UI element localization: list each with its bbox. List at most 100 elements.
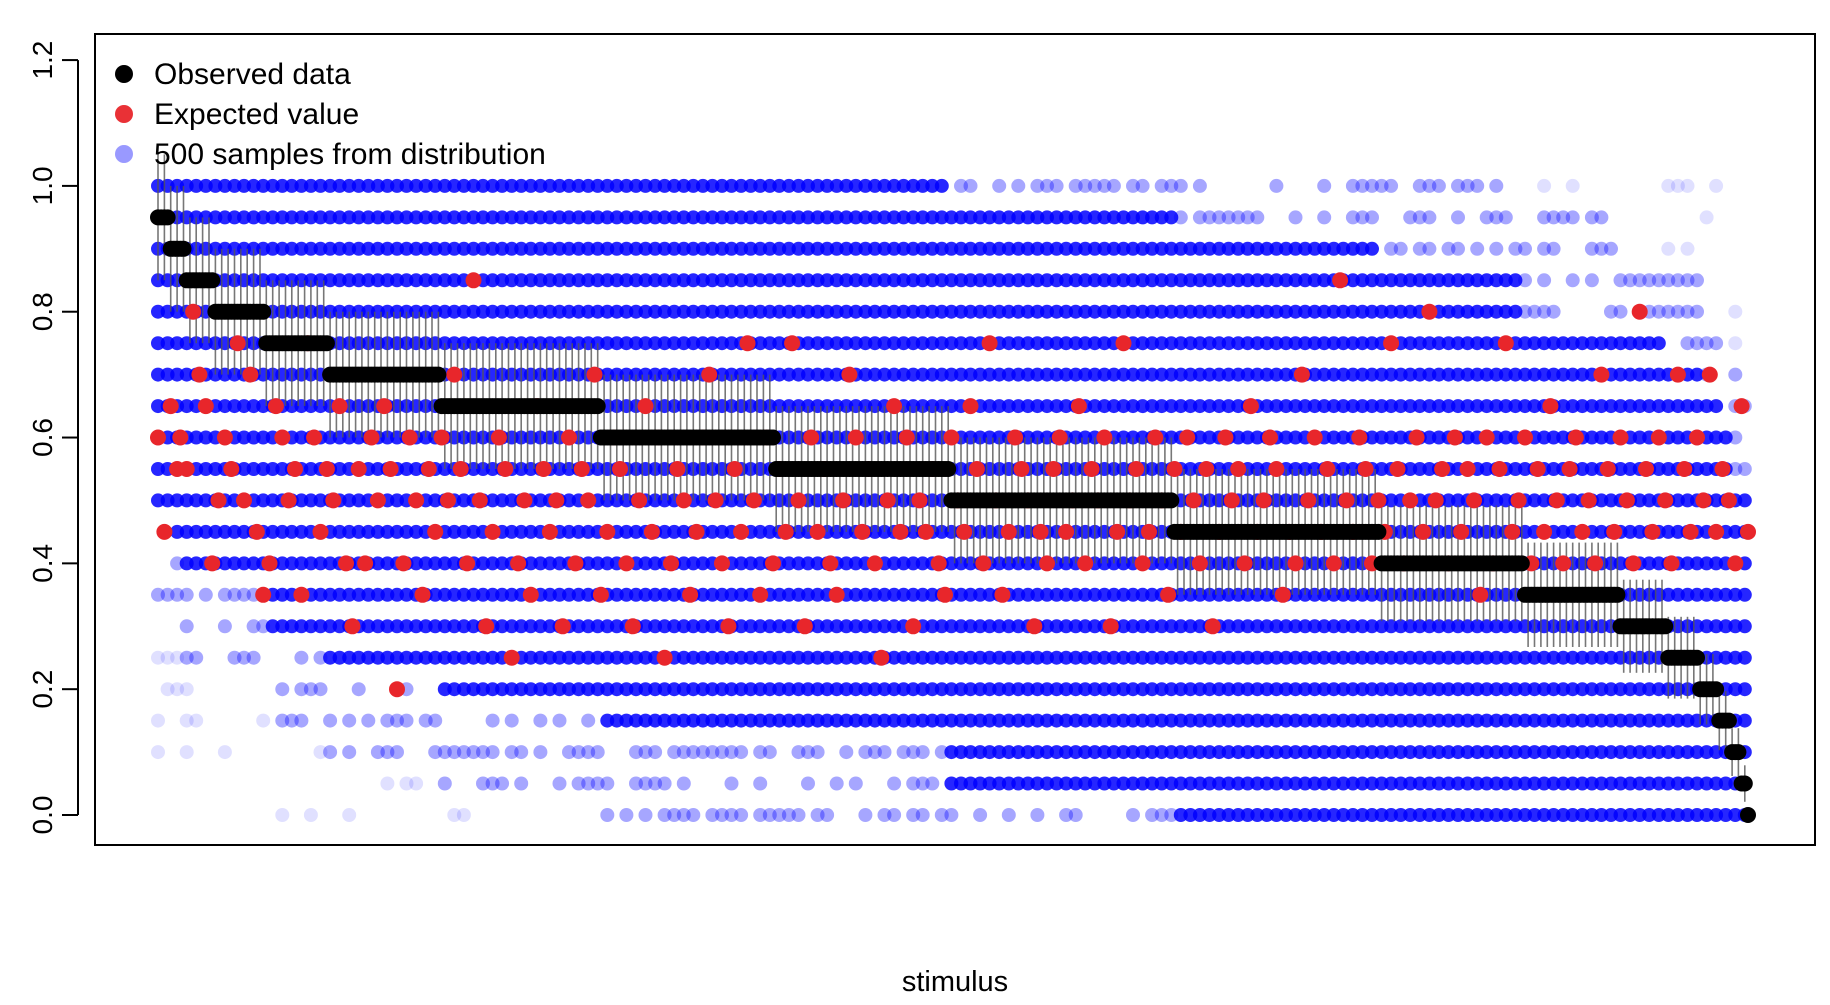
expected-point: [739, 335, 756, 352]
sample-point: [896, 745, 911, 760]
sample-point: [801, 713, 815, 728]
expected-point: [548, 492, 565, 509]
sample-point: [428, 619, 443, 634]
sample-point: [877, 808, 892, 822]
sample-point: [858, 808, 873, 822]
sample-point: [1173, 650, 1188, 665]
sample-point: [1670, 430, 1685, 445]
sample-point: [1298, 399, 1313, 414]
sample-point: [1670, 493, 1685, 508]
sample-point: [399, 178, 414, 193]
expected-point: [1631, 303, 1648, 320]
sample-point: [944, 808, 959, 822]
sample-point: [963, 178, 978, 193]
expected-point: [841, 366, 858, 383]
expected-point: [1013, 461, 1030, 477]
sample-point: [638, 587, 653, 602]
sample-point: [915, 776, 930, 791]
expected-point: [1561, 461, 1578, 477]
expected-point: [248, 523, 265, 540]
sample-point: [1250, 650, 1265, 665]
sample-point: [418, 713, 433, 728]
sample-point: [801, 367, 815, 382]
sample-point: [1546, 210, 1561, 225]
sample-point: [342, 745, 357, 760]
sample-point: [399, 524, 414, 539]
observed-point: [765, 429, 781, 446]
sample-point: [801, 556, 815, 571]
sample-point: [781, 304, 796, 319]
sample-point: [686, 241, 701, 256]
sample-point: [829, 210, 844, 225]
sample-point: [1192, 619, 1207, 634]
sample-point: [1011, 713, 1026, 728]
sample-point: [1221, 367, 1236, 382]
sample-point: [1508, 273, 1523, 288]
sample-point: [1479, 273, 1494, 288]
expected-point: [1504, 523, 1521, 540]
sample-point: [361, 587, 376, 602]
sample-point: [781, 367, 796, 382]
expected-point: [433, 429, 450, 446]
sample-point: [1565, 399, 1580, 414]
sample-point: [246, 619, 261, 634]
expected-point: [172, 429, 189, 446]
expected-point: [592, 586, 609, 603]
sample-point: [1355, 273, 1370, 288]
sample-point: [1145, 367, 1160, 382]
sample-point: [1451, 682, 1465, 697]
sample-point: [1661, 808, 1676, 822]
sample-point: [456, 587, 471, 602]
sample-point: [638, 336, 653, 351]
sample-point: [1403, 399, 1418, 414]
sample-point: [1594, 808, 1609, 822]
sample-point: [992, 178, 1007, 193]
sample-point: [1594, 776, 1609, 791]
expected-point: [873, 649, 890, 666]
sample-point: [562, 210, 576, 225]
sample-point: [1011, 745, 1026, 760]
sample-point: [562, 178, 576, 193]
sample-point: [820, 619, 835, 634]
sample-point: [963, 587, 978, 602]
sample-point: [361, 713, 376, 728]
sample-point: [1068, 808, 1083, 822]
sample-point: [456, 808, 471, 822]
sample-point: [1575, 462, 1590, 476]
sample-point: [1575, 776, 1590, 791]
sample-point: [915, 304, 930, 319]
sample-point: [820, 808, 835, 822]
sample-point: [1173, 619, 1188, 634]
expected-point: [1293, 366, 1310, 383]
expected-point: [1606, 523, 1623, 540]
sample-point: [1336, 713, 1351, 728]
sample-point: [1145, 650, 1160, 665]
sample-point: [151, 713, 165, 728]
sample-point: [667, 524, 682, 539]
sample-point: [323, 713, 338, 728]
sample-point: [476, 776, 490, 791]
sample-point: [1709, 178, 1724, 193]
sample-point: [1269, 808, 1284, 822]
sample-point: [638, 650, 653, 665]
expected-point: [1389, 461, 1406, 477]
sample-point: [1412, 713, 1427, 728]
sample-point: [332, 178, 347, 193]
sample-point: [313, 556, 328, 571]
sample-point: [542, 587, 557, 602]
expected-point: [325, 492, 342, 509]
expected-point: [911, 492, 928, 509]
sample-point: [1546, 808, 1561, 822]
sample-point: [1527, 336, 1542, 351]
sample-point: [1384, 745, 1399, 760]
sample-point: [1040, 682, 1054, 697]
sample-point: [1087, 619, 1102, 634]
sample-point: [542, 682, 557, 697]
sample-point: [523, 304, 538, 319]
sample-point: [1737, 493, 1752, 508]
sample-point: [1728, 304, 1743, 319]
sample-point: [1479, 682, 1494, 697]
expected-point: [701, 366, 718, 383]
sample-point: [351, 178, 366, 193]
expected-point: [1032, 523, 1049, 540]
